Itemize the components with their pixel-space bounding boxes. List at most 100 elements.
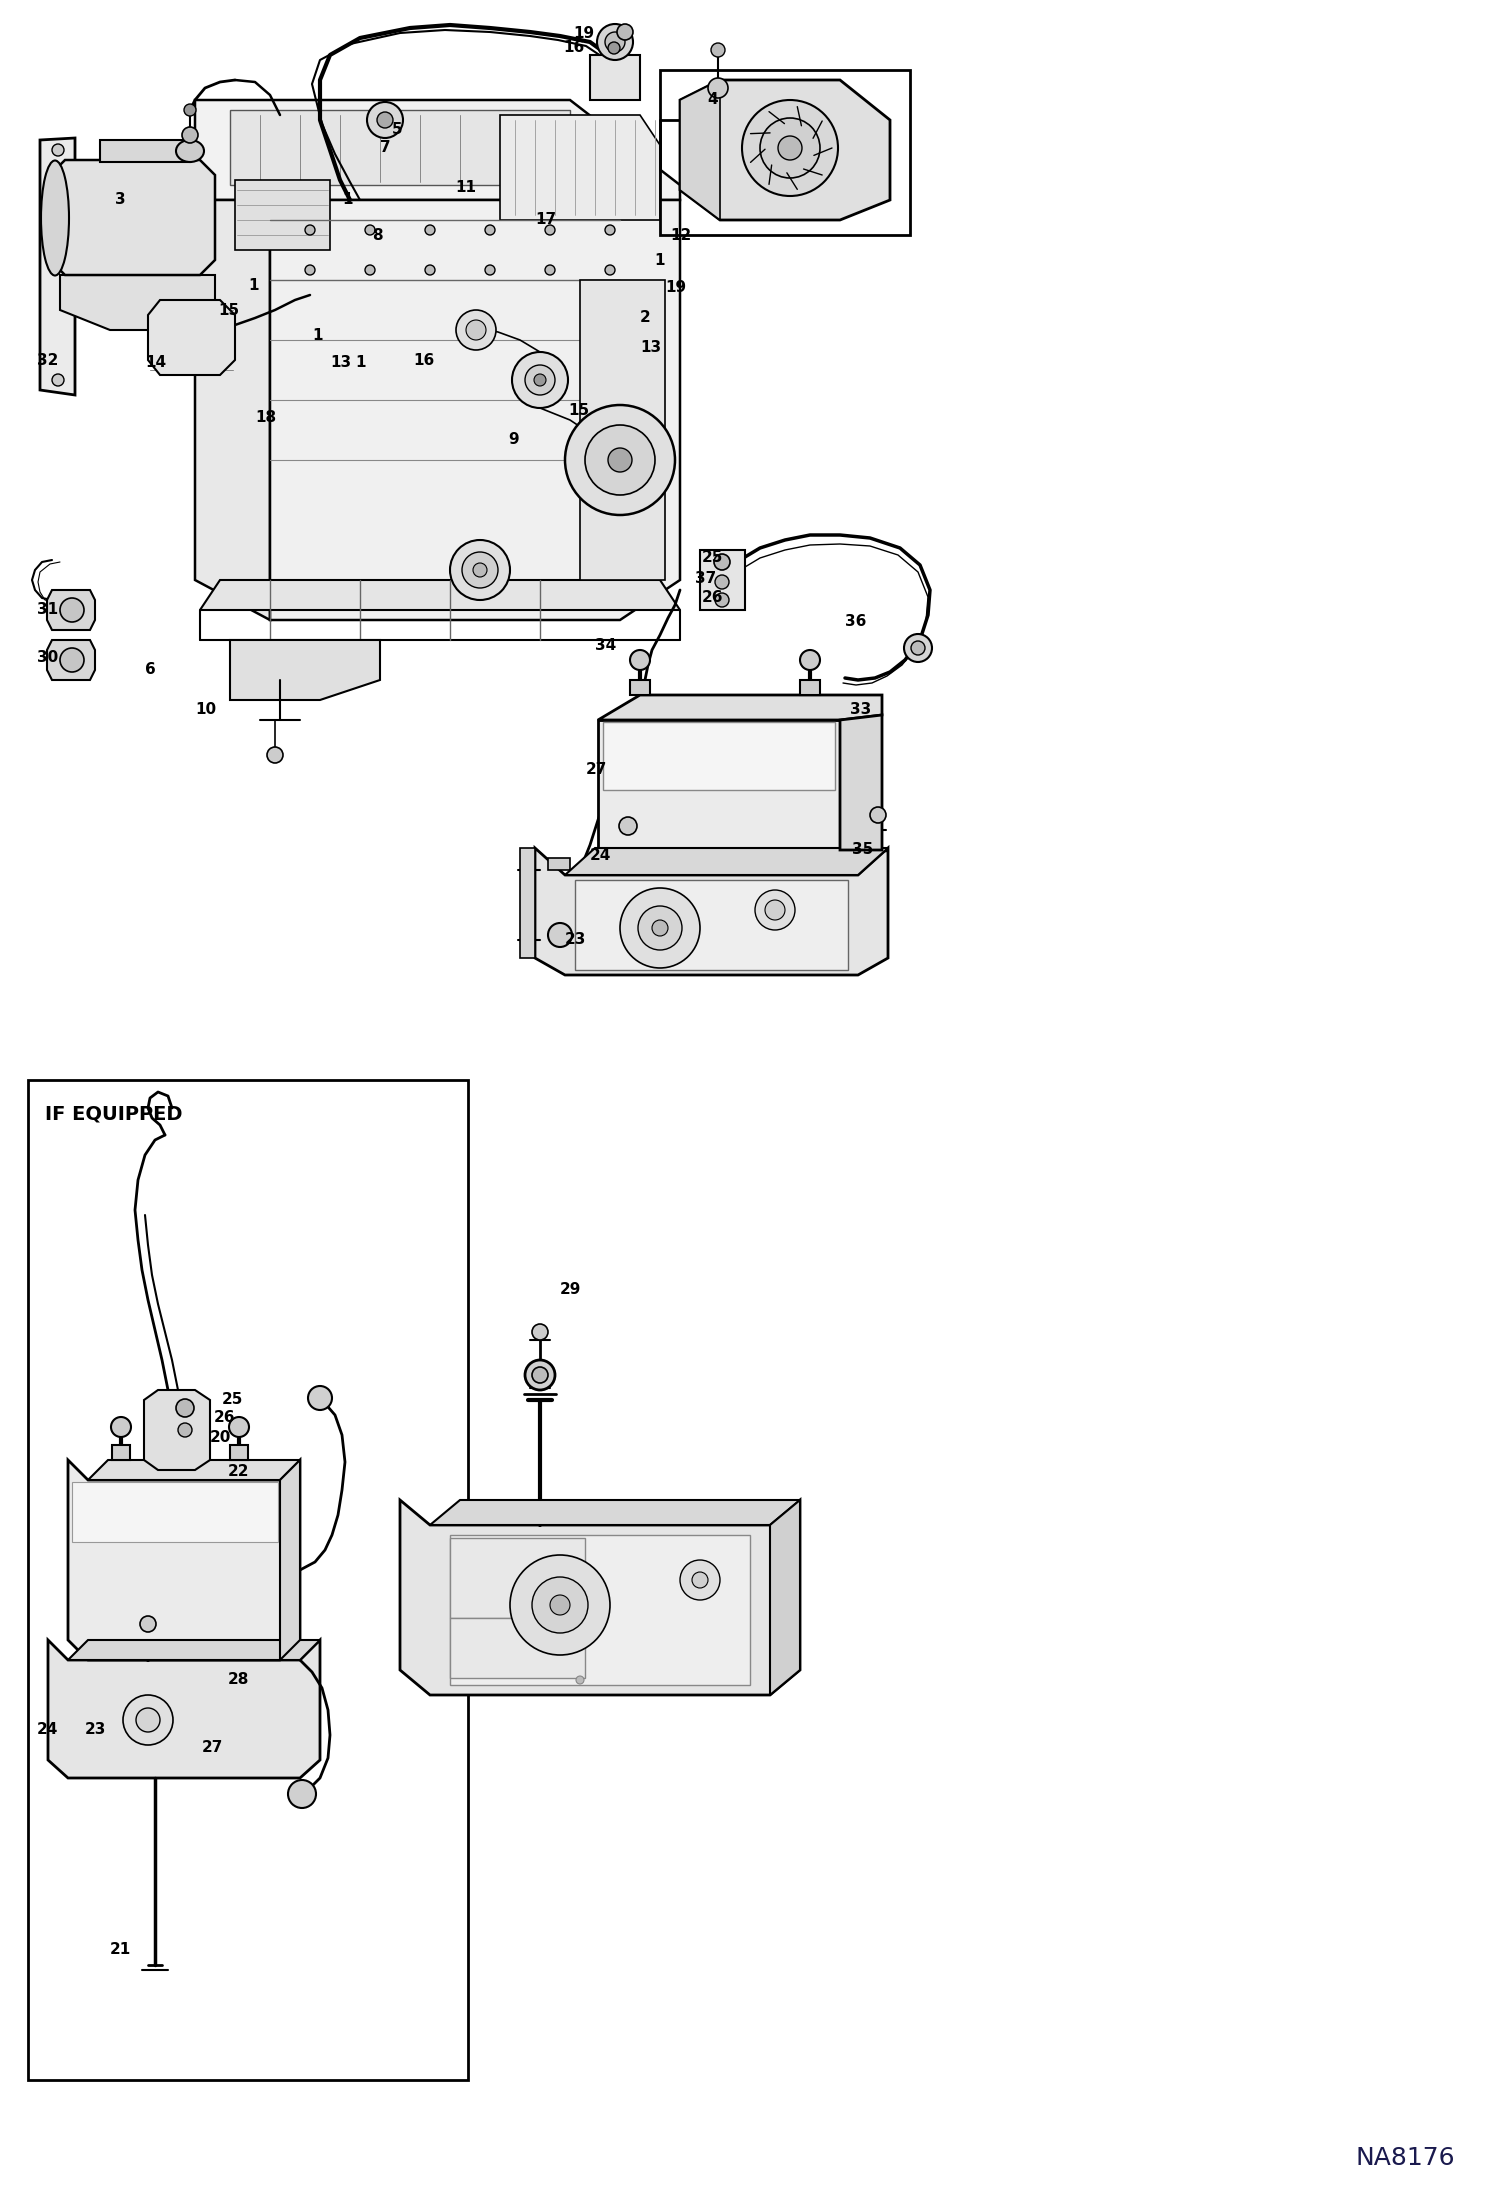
Circle shape bbox=[709, 79, 728, 99]
Circle shape bbox=[620, 888, 700, 967]
Polygon shape bbox=[565, 849, 888, 875]
Circle shape bbox=[123, 1695, 172, 1746]
Circle shape bbox=[533, 375, 545, 386]
Polygon shape bbox=[770, 1500, 800, 1695]
Text: 13: 13 bbox=[330, 355, 351, 368]
Polygon shape bbox=[700, 550, 745, 610]
Ellipse shape bbox=[175, 140, 204, 162]
Circle shape bbox=[617, 24, 634, 39]
Text: 22: 22 bbox=[228, 1465, 250, 1480]
Circle shape bbox=[759, 118, 819, 178]
Text: 7: 7 bbox=[380, 140, 391, 156]
Polygon shape bbox=[400, 1500, 800, 1695]
Circle shape bbox=[229, 1417, 249, 1436]
Polygon shape bbox=[500, 114, 661, 219]
Circle shape bbox=[545, 226, 554, 235]
Circle shape bbox=[692, 1572, 709, 1588]
Circle shape bbox=[175, 1399, 195, 1417]
Polygon shape bbox=[67, 1640, 321, 1660]
Text: 32: 32 bbox=[37, 353, 58, 368]
Circle shape bbox=[765, 899, 785, 921]
Polygon shape bbox=[548, 857, 571, 871]
Circle shape bbox=[545, 265, 554, 274]
Text: 16: 16 bbox=[563, 39, 584, 55]
Text: 24: 24 bbox=[590, 846, 611, 862]
Text: 1: 1 bbox=[312, 327, 322, 342]
Text: 24: 24 bbox=[37, 1722, 58, 1737]
Circle shape bbox=[425, 226, 434, 235]
Circle shape bbox=[139, 1616, 156, 1632]
Polygon shape bbox=[40, 138, 75, 395]
Text: 21: 21 bbox=[109, 1943, 132, 1958]
Circle shape bbox=[532, 1366, 548, 1384]
Text: 17: 17 bbox=[535, 213, 556, 228]
Text: 4: 4 bbox=[707, 92, 718, 107]
Circle shape bbox=[577, 1675, 584, 1684]
Text: 35: 35 bbox=[852, 842, 873, 857]
Circle shape bbox=[715, 575, 730, 590]
Circle shape bbox=[605, 33, 625, 53]
Polygon shape bbox=[112, 1445, 130, 1461]
Circle shape bbox=[136, 1708, 160, 1732]
Polygon shape bbox=[46, 640, 94, 680]
Text: NA8176: NA8176 bbox=[1356, 2147, 1455, 2171]
Polygon shape bbox=[60, 274, 216, 329]
Polygon shape bbox=[800, 680, 819, 695]
Circle shape bbox=[111, 1417, 130, 1436]
Bar bbox=[604, 721, 834, 789]
Polygon shape bbox=[680, 79, 721, 219]
Text: 20: 20 bbox=[210, 1430, 231, 1445]
Bar bbox=[449, 1618, 586, 1678]
Circle shape bbox=[181, 127, 198, 143]
Circle shape bbox=[619, 818, 637, 836]
Circle shape bbox=[903, 634, 932, 662]
Polygon shape bbox=[449, 1535, 750, 1684]
Circle shape bbox=[512, 353, 568, 408]
Text: 19: 19 bbox=[665, 281, 686, 296]
Circle shape bbox=[742, 101, 837, 195]
Circle shape bbox=[473, 564, 487, 577]
Text: 11: 11 bbox=[455, 180, 476, 195]
Text: 9: 9 bbox=[508, 432, 518, 447]
Polygon shape bbox=[231, 110, 571, 184]
Bar bbox=[661, 70, 909, 235]
Polygon shape bbox=[280, 1461, 300, 1660]
Text: 12: 12 bbox=[670, 228, 691, 243]
Circle shape bbox=[52, 375, 64, 386]
Circle shape bbox=[680, 1559, 721, 1601]
Circle shape bbox=[466, 320, 485, 340]
Circle shape bbox=[178, 1423, 192, 1436]
Polygon shape bbox=[100, 140, 190, 162]
Text: 19: 19 bbox=[574, 26, 595, 39]
Circle shape bbox=[800, 649, 819, 671]
Circle shape bbox=[608, 42, 620, 55]
Text: 8: 8 bbox=[372, 228, 382, 243]
Circle shape bbox=[638, 906, 682, 950]
Polygon shape bbox=[235, 180, 330, 250]
Circle shape bbox=[509, 1555, 610, 1656]
Bar bbox=[449, 1537, 586, 1618]
Circle shape bbox=[524, 364, 554, 395]
Polygon shape bbox=[49, 160, 216, 274]
Circle shape bbox=[367, 103, 403, 138]
Circle shape bbox=[425, 265, 434, 274]
Circle shape bbox=[532, 1577, 589, 1634]
Polygon shape bbox=[270, 200, 680, 621]
Circle shape bbox=[485, 265, 494, 274]
Polygon shape bbox=[148, 300, 235, 375]
Text: 31: 31 bbox=[37, 603, 58, 618]
Circle shape bbox=[461, 553, 497, 588]
Circle shape bbox=[309, 1386, 333, 1410]
Circle shape bbox=[455, 309, 496, 351]
Polygon shape bbox=[201, 579, 680, 610]
Text: 25: 25 bbox=[703, 550, 724, 566]
Circle shape bbox=[267, 748, 283, 763]
Circle shape bbox=[366, 265, 374, 274]
Polygon shape bbox=[840, 715, 882, 851]
Text: 18: 18 bbox=[255, 410, 276, 425]
Polygon shape bbox=[195, 200, 270, 621]
Polygon shape bbox=[430, 1500, 800, 1524]
Circle shape bbox=[715, 555, 730, 570]
Polygon shape bbox=[575, 879, 848, 969]
Text: 10: 10 bbox=[195, 702, 216, 717]
